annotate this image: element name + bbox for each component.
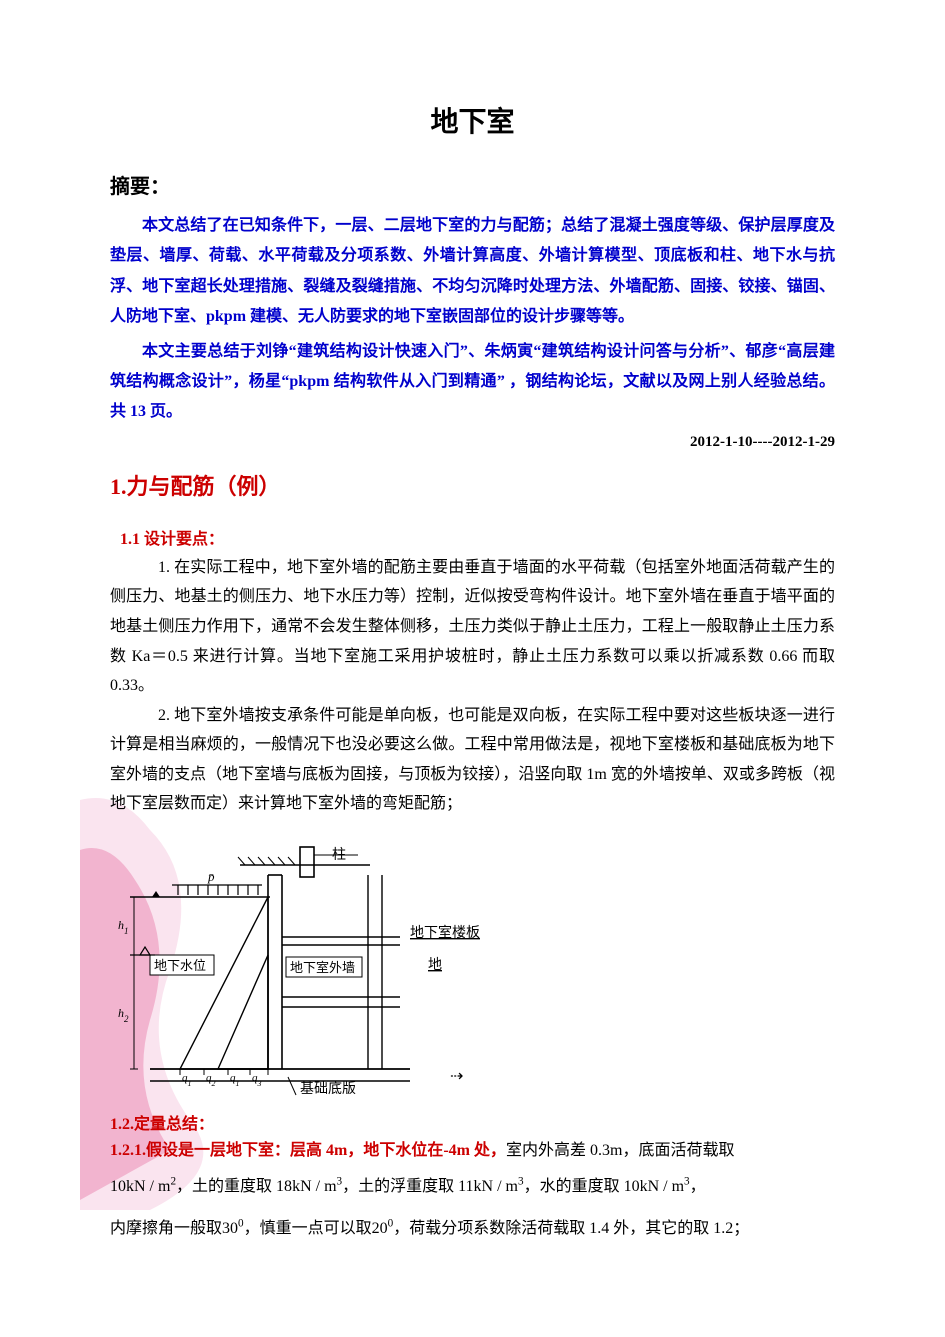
body-paragraph-2: 2. 地下室外墙按支承条件可能是单向板，也可能是双向板，在实际工程中要对这些板块… — [110, 701, 835, 819]
label-base-slab: 基础底版 — [300, 1080, 356, 1097]
document-title: 地下室 — [110, 100, 835, 140]
body-paragraph-1: 1. 在实际工程中，地下室外墙的配筋主要由垂直于墙面的水平荷载（包括室外地面活荷… — [110, 553, 835, 701]
basement-schematic-figure: 柱 p̄ 地下室楼板 — [110, 837, 835, 1102]
label-q1a: q1 — [182, 1072, 192, 1088]
formula-line-2: 内摩擦角一般取300，慎重一点可以取200，荷载分项系数除活荷载取 1.4 外，… — [110, 1208, 835, 1250]
assumption-prefix: 1.2.1.假设是一层地下室：层高 4m，地下水位在-4m 处， — [110, 1142, 506, 1159]
section-1-heading: 1.力与配筋（例） — [110, 469, 835, 501]
date-line: 2012-1-10----2012-1-29 — [110, 434, 835, 451]
label-h1: h1 — [118, 918, 129, 936]
subsection-1-2-heading: 1.2.定量总结： — [110, 1110, 835, 1134]
assumption-rest: 室内外高差 0.3m，底面活荷载取 — [506, 1142, 734, 1159]
label-q1b: q1 — [230, 1072, 240, 1088]
abstract-paragraph-1: 本文总结了在已知条件下，一层、二层地下室的力与配筋；总结了混凝土强度等级、保护层… — [110, 211, 835, 333]
break-marker: ⇢ — [450, 1068, 463, 1085]
assumption-1-2-1: 1.2.1.假设是一层地下室：层高 4m，地下水位在-4m 处，室内外高差 0.… — [110, 1136, 835, 1166]
formula-line-1: 10kN / m2，土的重度取 18kN / m3，土的浮重度取 11kN / … — [110, 1166, 835, 1208]
label-q3: q3 — [252, 1072, 262, 1088]
label-h2: h2 — [118, 1006, 129, 1024]
subsection-1-1-heading: 1.1 设计要点： — [120, 525, 835, 549]
abstract-heading: 摘要： — [110, 170, 835, 199]
label-floor-slab: 地下室楼板 — [410, 924, 480, 941]
abstract-paragraph-2: 本文主要总结于刘铮“建筑结构设计快速入门”、朱炳寅“建筑结构设计问答与分析”、郁… — [110, 337, 835, 428]
label-water-level: 地下水位 — [154, 958, 206, 973]
label-p: p̄ — [207, 869, 215, 884]
label-q2: q2 — [206, 1072, 216, 1088]
label-exterior-wall: 地下室外墙 — [290, 960, 355, 975]
label-ground: 地 — [428, 957, 442, 973]
